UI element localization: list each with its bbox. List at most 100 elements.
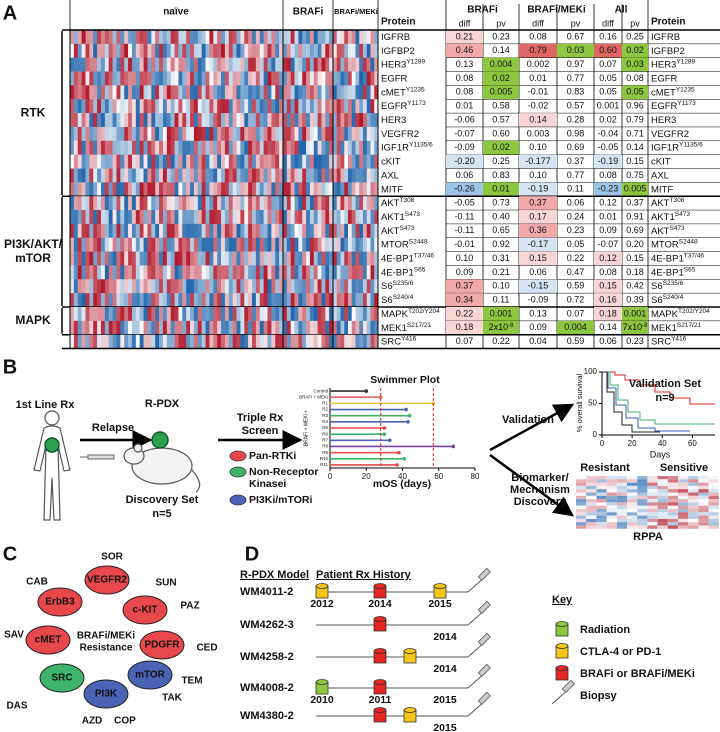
heatmap-cell [294, 71, 299, 86]
heatmap-cell [355, 196, 360, 211]
heatmap-cell [178, 168, 183, 183]
heatmap-cell [104, 237, 110, 252]
heatmap-cell [325, 320, 330, 335]
heatmap-cell [348, 251, 353, 266]
table-cell: 0.21 [456, 31, 474, 41]
heatmap-cell [112, 279, 117, 294]
heatmap-cell [89, 210, 94, 225]
heatmap-cell [298, 307, 303, 322]
arrow-label: Discovery [514, 496, 567, 508]
heatmap-cell [363, 113, 368, 128]
protein-site: T37/46 [684, 252, 705, 259]
heatmap-cell [228, 223, 233, 239]
rppa-cell [657, 476, 668, 480]
heatmap-cell [197, 85, 202, 100]
heatmap-cell [366, 307, 371, 322]
rppa-cell [698, 499, 709, 503]
rppa-cell [596, 495, 607, 500]
heatmap-cell [302, 126, 307, 142]
heatmap-cell [93, 223, 98, 239]
heatmap-cell [359, 140, 364, 155]
rppa-cell [698, 479, 709, 483]
heatmap-cell [178, 43, 183, 58]
heatmap-cell [131, 237, 137, 252]
heatmap-cell [336, 251, 341, 266]
heatmap-cell [108, 210, 113, 225]
heatmap-cell [336, 265, 341, 280]
heatmap-cell [201, 140, 206, 155]
rppa-cell [596, 479, 607, 483]
heatmap-cell [190, 182, 195, 197]
treatment-icon-top [403, 648, 417, 654]
heatmap-cell [120, 99, 125, 114]
heatmap-cell [197, 99, 202, 114]
cell-shade [446, 154, 483, 169]
heatmap-cell [252, 293, 257, 308]
heatmap-cell [193, 43, 199, 58]
mouse [123, 431, 201, 493]
heatmap-cell [190, 140, 195, 155]
table-cell: 0.10 [492, 281, 510, 291]
heatmap-cell [135, 210, 141, 225]
table-cell: 0.12 [599, 198, 617, 208]
heatmap-cell [363, 30, 368, 45]
heatmap-cell [213, 210, 218, 225]
heatmap-cell [209, 279, 214, 294]
rppa-cell [576, 499, 587, 503]
heatmap-cell [248, 85, 253, 100]
model-label: WM4262-3 [240, 619, 294, 631]
heatmap-cell [370, 99, 375, 114]
protein-site: S473 [405, 211, 421, 218]
heatmap-cell [298, 223, 303, 239]
protein-label: HER3 [651, 115, 676, 126]
arrow-label: Mechanism [510, 484, 570, 496]
heatmap-cell [244, 85, 249, 100]
table-cell: 0.98 [567, 128, 585, 138]
heatmap-cell [151, 334, 156, 349]
heatmap-cell [209, 168, 214, 183]
heatmap-cell [306, 279, 311, 294]
rppa-cell [606, 502, 617, 506]
heatmap-cell [197, 223, 202, 239]
heatmap-cell [286, 334, 291, 349]
heatmap-cell [221, 43, 226, 58]
heatmap-cell [259, 279, 264, 294]
rppa-cell [576, 495, 587, 500]
heatmap-cell [205, 182, 210, 197]
heatmap-cell [329, 57, 334, 72]
heatmap-cell [197, 140, 202, 155]
heatmap-cell [186, 113, 191, 128]
heatmap-cell [329, 140, 334, 155]
heatmap-cell [97, 210, 102, 225]
heatmap-cell [228, 182, 233, 197]
heatmap-cell [336, 168, 341, 183]
heatmap-cell [366, 99, 371, 114]
heatmap-cell [81, 279, 86, 294]
drug-label: PAZ [180, 601, 199, 612]
rppa-cell [678, 499, 689, 503]
rppa-cell [627, 509, 638, 513]
heatmap-cell [329, 71, 334, 86]
heatmap-cell [313, 126, 318, 142]
heatmap-cell [186, 168, 191, 183]
category-label: R2 [322, 407, 328, 412]
heatmap-cell [97, 140, 102, 155]
heatmap-cell [70, 168, 75, 183]
heatmap-cell [201, 196, 206, 211]
heatmap-cell [186, 334, 191, 349]
heatmap-cell [306, 334, 311, 349]
heatmap-cell [348, 293, 353, 308]
heatmap-cell [70, 126, 75, 142]
heatmap-cell [306, 154, 311, 169]
heatmap-cell [97, 223, 102, 239]
heatmap-cell [255, 279, 261, 294]
heatmap-cell [317, 182, 322, 197]
node-label: PI3K [95, 689, 118, 700]
heatmap-cell [174, 251, 179, 266]
heatmap-cell [290, 334, 295, 349]
heatmap-cell [174, 210, 179, 225]
table-cell: 0.59 [567, 336, 585, 346]
heatmap-cell [170, 279, 175, 294]
heatmap-cell [279, 71, 284, 86]
heatmap-cell [306, 223, 311, 239]
